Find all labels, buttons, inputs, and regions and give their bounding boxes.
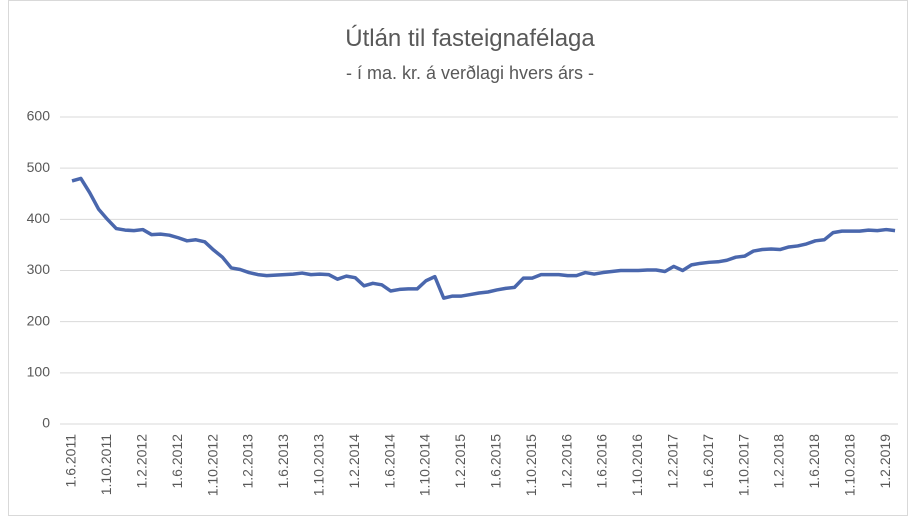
x-tick-label: 1.2.2017: [665, 434, 681, 489]
x-tick-label: 1.10.2012: [204, 434, 220, 496]
x-tick-label: 1.2.2018: [771, 434, 787, 489]
y-tick-label: 0: [42, 415, 50, 431]
x-tick-label: 1.2.2013: [240, 434, 256, 489]
x-tick-label: 1.2.2014: [346, 434, 362, 489]
x-tick-label: 1.6.2013: [275, 434, 291, 489]
x-tick-label: 1.6.2011: [63, 434, 79, 488]
chart-subtitle: - í ma. kr. á verðlagi hvers árs -: [346, 63, 594, 83]
data-line: [71, 176, 896, 300]
x-tick-label: 1.2.2016: [558, 434, 574, 489]
x-tick-label: 1.10.2018: [842, 434, 858, 496]
x-tick-label: 1.6.2017: [700, 434, 716, 489]
x-tick-label: 1.2.2012: [134, 434, 150, 489]
y-tick-label: 300: [27, 261, 51, 277]
x-tick-label: 1.6.2015: [488, 434, 504, 489]
x-tick-label: 1.10.2013: [311, 434, 327, 496]
y-tick-label: 100: [27, 364, 51, 380]
y-tick-label: 500: [27, 159, 51, 175]
chart-frame: [8, 0, 908, 516]
x-tick-label: 1.6.2012: [169, 434, 185, 489]
x-tick-label: 1.10.2011: [98, 434, 114, 495]
x-tick-label: 1.2.2019: [877, 434, 893, 489]
y-tick-label: 200: [27, 312, 51, 328]
x-tick-label: 1.10.2016: [629, 434, 645, 496]
x-tick-label: 1.10.2014: [417, 434, 433, 496]
x-tick-label: 1.6.2014: [381, 434, 397, 489]
y-tick-label: 400: [27, 210, 51, 226]
x-tick-label: 1.10.2017: [735, 434, 751, 496]
x-tick-label: 1.6.2016: [594, 434, 610, 489]
y-tick-label: 600: [27, 108, 51, 124]
x-tick-label: 1.2.2015: [452, 434, 468, 489]
x-tick-label: 1.10.2015: [523, 434, 539, 496]
x-tick-label: 1.6.2018: [806, 434, 822, 489]
chart-title: Útlán til fasteignafélaga: [345, 25, 595, 52]
